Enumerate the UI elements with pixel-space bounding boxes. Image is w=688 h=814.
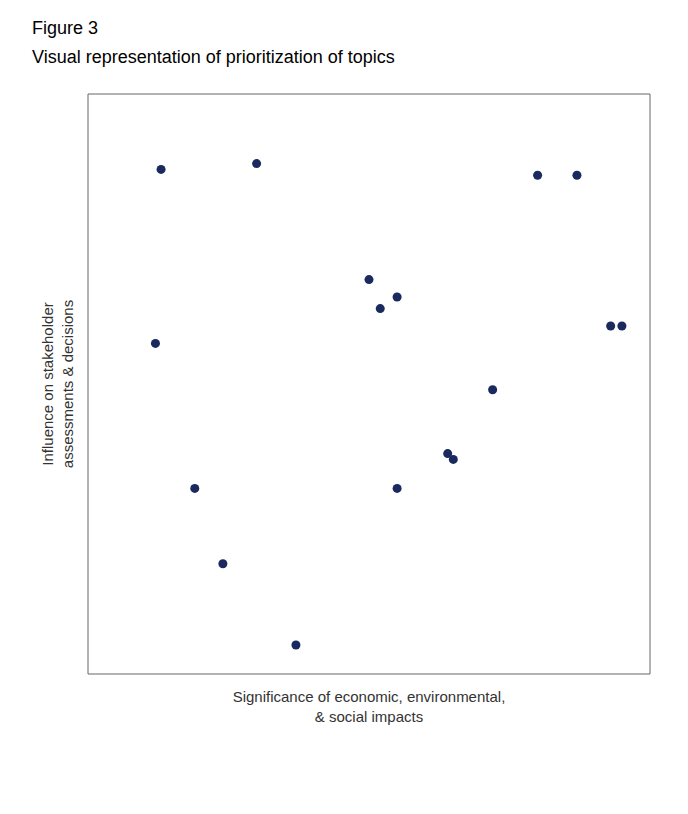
svg-text:Influence on stakeholderassess: Influence on stakeholderassessments & de… bbox=[39, 300, 76, 468]
html-text:Figure 3: Figure 3 bbox=[32, 18, 98, 38]
html-text:Visual representation of prior: Visual representation of prioritization … bbox=[32, 47, 395, 67]
svg-text:Significance of economic, envi: Significance of economic, environmental,… bbox=[233, 688, 506, 725]
